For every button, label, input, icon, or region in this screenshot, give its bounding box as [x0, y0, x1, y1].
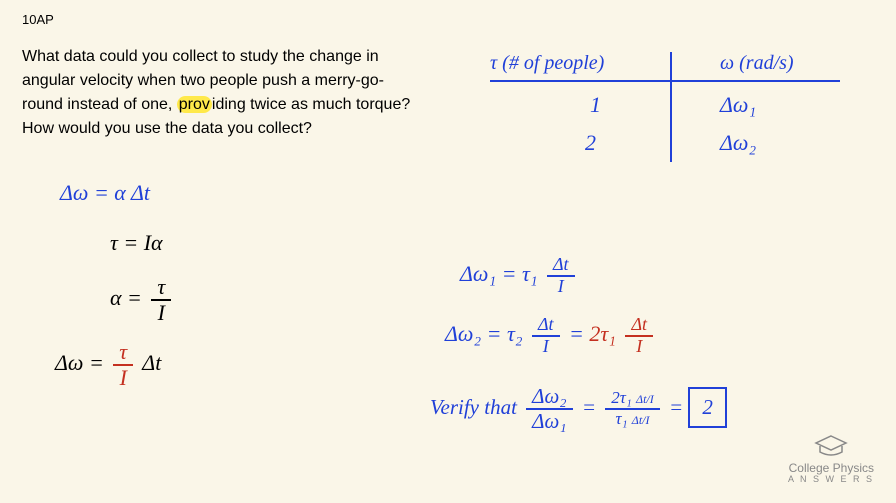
eq-dw2: Δω₂ = τ₂ ΔtI = 2τ₁ ΔtI — [445, 315, 657, 357]
problem-number: 10AP — [22, 12, 54, 27]
den-dti: Δt/I — [632, 413, 650, 427]
dw-label: Δω = — [55, 350, 109, 375]
eq-sign: = — [569, 321, 589, 346]
i-den2: I — [537, 337, 555, 357]
table-col2-header: ω (rad/s) — [720, 52, 794, 75]
eq-dw-alpha-dt: Δω = α Δt — [60, 180, 150, 206]
highlighted-text: prov — [177, 96, 212, 113]
num-dti: Δt/I — [636, 392, 654, 406]
eq-dw-tau-over-i-dt: Δω = τI Δt — [55, 340, 161, 390]
dw2-num: Δω₂ — [526, 385, 572, 410]
eq-sign3: = — [669, 395, 688, 419]
alpha-label: α = — [110, 285, 147, 310]
eq-dw1: Δω₁ = τ₁ ΔtI — [460, 255, 579, 297]
dt-num2: Δt — [532, 315, 560, 337]
logo: College Physics A N S W E R S — [788, 434, 874, 485]
question-text: What data could you collect to study the… — [22, 45, 422, 141]
frac-tau: τ — [151, 275, 171, 301]
table-col1-header: τ (# of people) — [490, 52, 604, 75]
den-tau1: τ₁ — [616, 409, 628, 428]
i-den: I — [552, 277, 570, 297]
dt-num: Δt — [547, 255, 575, 277]
dt-num3: Δt — [625, 315, 653, 337]
table-r1c2: Δω₁ — [720, 92, 756, 118]
dt-label: Δt — [142, 350, 161, 375]
dw2-label: Δω₂ = τ₂ — [445, 321, 522, 346]
graduation-cap-icon — [814, 434, 848, 458]
i-den3: I — [630, 337, 648, 357]
eq-sign2: = — [582, 395, 601, 419]
dw1-label: Δω₁ = τ₁ — [460, 261, 537, 286]
two-tau1: 2τ₁ — [589, 321, 621, 346]
dw1-den: Δω₁ — [526, 410, 572, 433]
logo-line2: A N S W E R S — [788, 475, 874, 485]
table-vertical-line — [670, 52, 672, 162]
eq-verify: Verify that Δω₂Δω₁ = 2τ₁ Δt/I τ₁ Δt/I = … — [430, 385, 727, 433]
frac-i-red: I — [114, 366, 133, 390]
table-r2c1: 2 — [585, 130, 596, 156]
verify-label: Verify that — [430, 395, 522, 419]
frac-i: I — [152, 301, 171, 325]
table-r1c1: 1 — [590, 92, 601, 118]
eq-tau-ialpha: τ = Iα — [110, 230, 163, 256]
boxed-two: 2 — [688, 387, 727, 428]
table-r2c2: Δω₂ — [720, 130, 756, 156]
table-horizontal-line — [490, 80, 840, 82]
frac-tau-red: τ — [113, 340, 133, 366]
num-2tau1: 2τ₁ — [611, 388, 632, 407]
eq-alpha-tau-over-i: α = τI — [110, 275, 175, 325]
